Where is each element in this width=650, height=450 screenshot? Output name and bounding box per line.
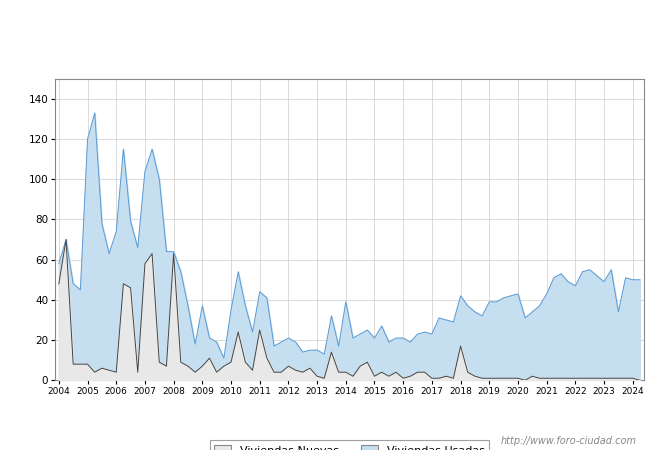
Text: Castilleja de la Cuesta - Evolucion del Nº de Transacciones Inmobiliarias: Castilleja de la Cuesta - Evolucion del … (85, 10, 565, 23)
Legend: Viviendas Nuevas, Viviendas Usadas: Viviendas Nuevas, Viviendas Usadas (210, 440, 489, 450)
Text: http://www.foro-ciudad.com: http://www.foro-ciudad.com (501, 436, 637, 446)
